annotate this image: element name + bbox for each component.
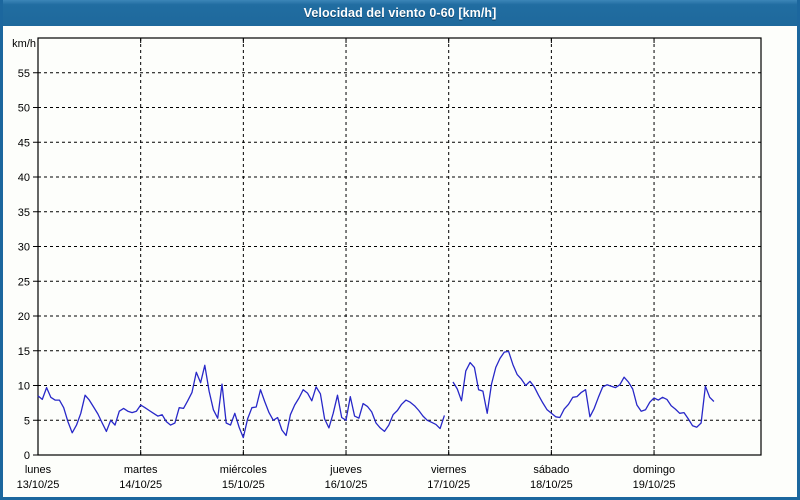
wind-speed-chart: 0 5 10 15 20 25 30 35 40 45 50 55 km/h lunes 13/10/25 m… [12, 37, 762, 491]
x-date-label: 14/10/25 [119, 479, 162, 491]
x-date-label: 18/10/25 [530, 479, 573, 491]
x-day-label: lunes [25, 464, 52, 476]
y-tick-label: 5 [24, 415, 30, 427]
y-tick-label: 50 [18, 103, 30, 115]
x-date-label: 19/10/25 [633, 479, 676, 491]
chart-title: Velocidad del viento 0-60 [km/h] [303, 6, 497, 20]
chart-title-bar: Velocidad del viento 0-60 [km/h] [3, 0, 797, 26]
x-date-label: 15/10/25 [222, 479, 265, 491]
x-day-label: miércoles [220, 464, 268, 476]
y-tick-label: 30 [18, 242, 30, 254]
y-tick-label: 35 [18, 207, 30, 219]
y-tick-label: 0 [24, 450, 30, 462]
y-tick-label: 10 [18, 381, 30, 393]
y-tick-label: 15 [18, 346, 30, 358]
y-tick-label: 40 [18, 172, 30, 184]
x-day-label: martes [124, 464, 158, 476]
y-tick-label: 45 [18, 137, 30, 149]
x-date-label: 13/10/25 [17, 479, 60, 491]
x-day-label: jueves [329, 464, 362, 476]
x-date-label: 17/10/25 [427, 479, 470, 491]
y-tick-label: 25 [18, 276, 30, 288]
x-day-label: sábado [533, 464, 569, 476]
y-tick-label: 55 [18, 68, 30, 80]
x-day-label: domingo [633, 464, 675, 476]
x-day-label: viernes [431, 464, 467, 476]
chart-panel: Velocidad del viento 0-60 [km/h] 0 5 10 15 2… [3, 0, 797, 497]
y-axis-unit-label: km/h [12, 38, 36, 50]
wind-speed-line [452, 350, 715, 428]
y-tick-label: 20 [18, 311, 30, 323]
x-date-label: 16/10/25 [325, 479, 368, 491]
wind-speed-line [37, 364, 446, 439]
